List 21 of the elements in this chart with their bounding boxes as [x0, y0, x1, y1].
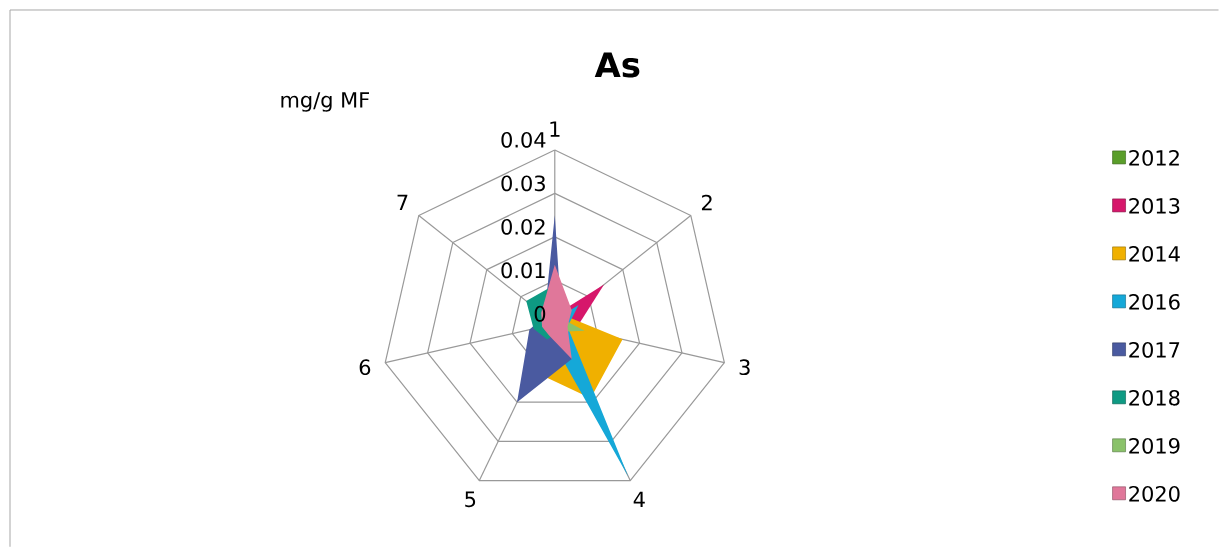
legend-label: 2019	[1129, 437, 1180, 454]
y-tick-label: 0.01	[501, 262, 545, 279]
y-tick-label: 0.02	[501, 218, 545, 235]
spoke-label: 6	[359, 359, 371, 375]
chart-title: As	[594, 52, 640, 78]
legend-label: 2012	[1129, 149, 1179, 166]
legend-label: 2017	[1129, 341, 1180, 358]
spoke-label: 1	[550, 121, 560, 137]
legend-label: 2013	[1129, 197, 1180, 214]
spoke-label: 7	[397, 194, 408, 210]
legend-label: 2018	[1129, 389, 1180, 406]
spoke-label: 5	[465, 491, 476, 508]
legend-label: 2020	[1129, 485, 1180, 502]
text: mg/g MF	[281, 92, 369, 112]
spoke-label: 3	[739, 359, 750, 375]
spoke-label: 2	[701, 194, 712, 211]
legend-label: 2016	[1129, 293, 1180, 310]
legend-label: 2014	[1129, 245, 1180, 262]
y-tick-label: 0.03	[501, 175, 545, 192]
spoke-label: 4	[633, 491, 645, 507]
y-tick-label: 0.04	[501, 131, 546, 148]
